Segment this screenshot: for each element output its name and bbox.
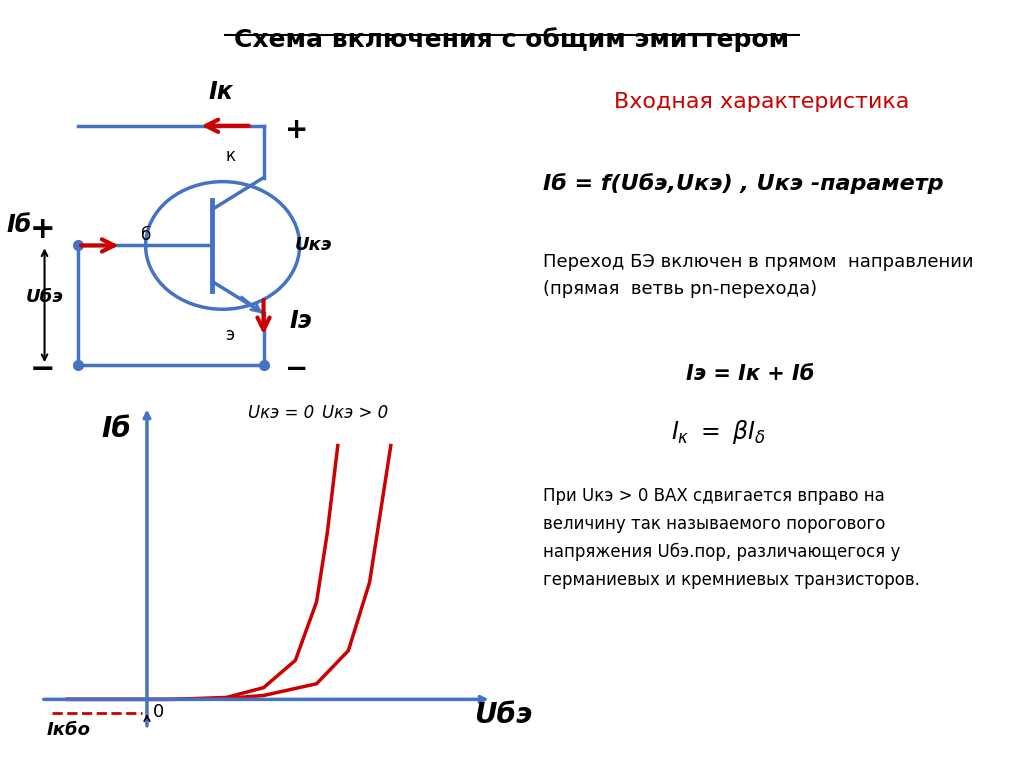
Text: −: − [285,355,308,383]
Text: 0: 0 [154,703,165,721]
Text: Iб: Iб [101,415,131,443]
Text: Uкэ > 0: Uкэ > 0 [322,404,388,422]
Text: э: э [225,326,234,344]
Text: Входная характеристика: Входная характеристика [614,92,909,112]
Text: к: к [225,146,236,165]
Text: При Uкэ > 0 ВАХ сдвигается вправо на
величину так называемого порогового
напряже: При Uкэ > 0 ВАХ сдвигается вправо на вел… [543,487,920,589]
Text: Схема включения с общим эмиттером: Схема включения с общим эмиттером [234,27,790,51]
Text: Iб: Iб [6,213,32,238]
Text: −: − [30,354,55,384]
Text: Uбэ: Uбэ [26,288,63,306]
Text: Iэ = Iк + Iб: Iэ = Iк + Iб [686,364,814,384]
Text: Uкэ = 0: Uкэ = 0 [248,404,314,422]
Text: Uбэ: Uбэ [474,701,532,729]
Text: +: + [285,116,308,143]
Text: Iкбо: Iкбо [46,721,90,739]
Text: $I_{\kappa}\ =\ \beta I_{\delta}$: $I_{\kappa}\ =\ \beta I_{\delta}$ [671,418,766,446]
Text: Iк: Iк [208,80,232,104]
Text: +: + [30,215,55,244]
Text: Iб = f(Uбэ,Uкэ) , Uкэ -параметр: Iб = f(Uбэ,Uкэ) , Uкэ -параметр [543,173,943,193]
Text: Iэ: Iэ [290,309,312,333]
Text: Uкэ: Uкэ [295,236,333,255]
Text: б: б [140,226,152,245]
Text: Переход БЭ включен в прямом  направлении
(прямая  ветвь pn-перехода): Переход БЭ включен в прямом направлении … [543,253,973,298]
